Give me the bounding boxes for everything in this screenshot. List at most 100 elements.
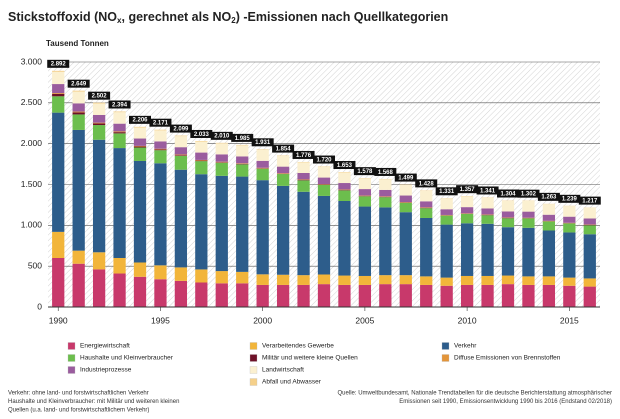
bar-segment <box>113 112 126 124</box>
legend-swatch <box>249 366 258 374</box>
y-tick-label: 1.000 <box>21 220 43 230</box>
total-label: 2.892 <box>51 62 67 68</box>
bar-segment <box>297 275 310 285</box>
bar-segment <box>52 258 65 307</box>
bar-segment <box>460 207 474 214</box>
bar-segment <box>399 184 412 196</box>
bar-segment <box>440 215 453 225</box>
bar-segment <box>420 201 433 208</box>
bar-segment <box>174 280 188 307</box>
bar-segment <box>154 163 167 266</box>
bar-segment <box>297 180 310 192</box>
bar-segment <box>92 102 106 104</box>
total-label-box <box>476 186 499 195</box>
bar-segment <box>276 166 290 174</box>
legend-label: Energiewirtschaft <box>80 343 130 350</box>
total-label-box <box>394 173 417 182</box>
bar-segment <box>501 211 515 218</box>
bar-segment <box>583 218 596 225</box>
bar-segment <box>338 200 351 276</box>
bar-segment <box>276 284 290 307</box>
y-tick-label: 500 <box>28 260 42 270</box>
bar-segment <box>317 166 331 178</box>
bar-segment <box>542 276 556 285</box>
bar-segment <box>522 200 535 212</box>
bar-segment <box>174 136 188 148</box>
bar-segment <box>338 284 351 307</box>
bar-segment <box>460 275 474 285</box>
source-note: Emissionen seit 1990, Emissionsentwicklu… <box>399 399 612 405</box>
bar-segment <box>92 122 106 124</box>
total-label: 1.263 <box>541 195 557 201</box>
bar-segment <box>236 163 249 164</box>
bar-segment <box>563 277 576 286</box>
bar-segment <box>399 212 412 276</box>
bar-segment <box>399 275 412 285</box>
total-label-box <box>108 100 131 109</box>
total-label: 1.499 <box>398 175 414 181</box>
bar-segment <box>460 213 474 224</box>
bar-segment <box>52 112 65 232</box>
bar-segment <box>174 169 188 268</box>
legend-swatch <box>67 342 76 350</box>
total-label-box <box>435 187 458 196</box>
bar-segment <box>133 146 147 148</box>
bar-segment <box>522 218 535 228</box>
bar-segment <box>92 125 106 140</box>
bar-segment <box>174 155 188 156</box>
bar-segment <box>195 160 208 162</box>
total-label-box <box>558 194 581 203</box>
bar-segment <box>133 127 147 139</box>
total-label: 2.394 <box>112 102 128 108</box>
x-tick-label: 2015 <box>560 315 579 325</box>
bar-segment <box>195 159 208 161</box>
bar-segment <box>52 93 65 97</box>
bar-segment <box>563 206 576 217</box>
total-label-box <box>129 115 151 124</box>
legend-label: Haushalte und Kleinverbraucher <box>80 355 174 362</box>
bar-segment <box>256 284 269 307</box>
bar-segment <box>113 258 126 274</box>
bar-segment <box>440 198 453 210</box>
bar-segment <box>236 271 249 284</box>
bar-segment <box>338 190 351 201</box>
bar-segment <box>52 231 65 258</box>
bar-segment <box>72 263 85 307</box>
bar-segment <box>542 230 556 277</box>
bar-segment <box>236 176 249 272</box>
total-label: 1.341 <box>480 188 496 194</box>
bar-segment <box>317 274 331 285</box>
legend-label: Verarbeitendes Gewerbe <box>262 343 334 350</box>
total-label-box <box>313 155 335 164</box>
bar-segment <box>420 190 433 202</box>
legend-label: Diffuse Emissionen von Brennstoffen <box>454 355 561 362</box>
bar-segment <box>542 214 556 221</box>
bar-segment <box>133 126 147 128</box>
x-tick-label: 1995 <box>151 315 170 325</box>
bar-segment <box>154 129 167 131</box>
bar-segment <box>317 184 331 196</box>
footnote: Quellen (u.a. land- und forstwirtschaftl… <box>8 408 149 414</box>
total-label: 1.985 <box>235 136 251 142</box>
legend-swatch <box>67 366 76 374</box>
bar-segment <box>501 227 515 276</box>
bar-segment <box>440 277 453 286</box>
bar-segment <box>236 283 249 307</box>
bar-segment <box>297 284 310 307</box>
legend-swatch <box>249 342 258 350</box>
bar-segment <box>133 147 147 161</box>
bar-segment <box>195 140 208 142</box>
bar-segment <box>317 177 331 185</box>
bar-segment <box>338 172 351 184</box>
bar-segment <box>481 208 494 215</box>
bar-segment <box>583 207 596 219</box>
bar-segment <box>236 156 249 164</box>
footnote: Haushalte und Kleinverbraucher: mit Mili… <box>8 399 179 405</box>
total-label-box <box>210 131 233 140</box>
bar-segment <box>563 285 576 307</box>
bar-segment <box>522 211 535 218</box>
total-label: 1.720 <box>316 157 332 163</box>
bar-segment <box>52 70 65 72</box>
bar-segment <box>420 284 433 307</box>
